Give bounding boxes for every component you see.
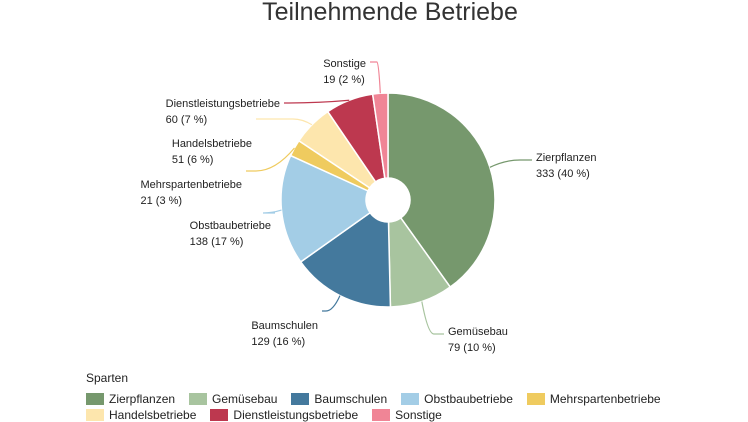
leader-line	[246, 147, 295, 172]
legend-swatch	[86, 393, 104, 405]
slice-label-value: 79 (10 %)	[448, 342, 496, 354]
leader-line	[262, 209, 282, 214]
legend-item[interactable]: Dienstleistungsbetriebe	[210, 408, 358, 422]
leader-line	[256, 118, 313, 126]
legend-swatch	[526, 393, 545, 405]
legend: Sparten Zierpflanzen Gemüsebau Baumschulen…	[86, 371, 746, 422]
legend-swatch	[189, 393, 208, 405]
legend-title: Sparten	[86, 371, 129, 385]
slice-label-name: Gemüsebau	[448, 326, 508, 338]
leader-line	[322, 295, 341, 312]
legend-items: Zierpflanzen Gemüsebau Baumschulen Obstbaub…	[86, 392, 746, 422]
slice-label-name: Handelsbetriebe	[172, 138, 252, 150]
leader-line	[284, 99, 350, 104]
legend-label: Dienstleistungsbetriebe	[233, 408, 359, 422]
slice-label-value: 21 (3 %)	[140, 195, 182, 207]
leader-lines	[246, 61, 532, 335]
chart-title: Teilnehmende Betriebe	[262, 0, 518, 26]
legend-label: Handelsbetriebe	[109, 408, 197, 422]
legend-item[interactable]: Baumschulen	[291, 392, 387, 406]
slice-label-value: 19 (2 %)	[323, 74, 365, 86]
slice-label-name: Mehrspartenbetriebe	[140, 179, 242, 191]
legend-item[interactable]: Sonstige	[372, 408, 442, 422]
legend-label: Baumschulen	[314, 392, 388, 406]
slice-label-value: 129 (16 %)	[251, 336, 305, 348]
slice-label-name: Baumschulen	[251, 320, 318, 332]
legend-swatch	[291, 393, 310, 405]
slice-label-name: Sonstige	[323, 58, 366, 70]
legend-label: Zierpflanzen	[109, 392, 176, 406]
legend-swatch	[210, 409, 229, 421]
legend-swatch	[401, 393, 420, 405]
slice-label-name: Zierpflanzen	[536, 152, 597, 164]
pie-slice-zierpflanzen[interactable]	[387, 92, 496, 289]
legend-item[interactable]: Mehrspartenbetriebe	[526, 392, 661, 406]
leader-line	[421, 301, 444, 335]
legend-item[interactable]: Handelsbetriebe	[86, 408, 196, 422]
slice-label-value: 333 (40 %)	[536, 168, 590, 180]
legend-label: Sonstige	[395, 408, 442, 422]
legend-label: Mehrspartenbetriebe	[549, 392, 661, 406]
pie-slice-baumschulen[interactable]	[299, 211, 392, 308]
legend-item[interactable]: Gemüsebau	[189, 392, 277, 406]
slice-label-value: 60 (7 %)	[166, 114, 208, 126]
legend-swatch	[372, 409, 391, 421]
pie-slice-sonstige[interactable]	[371, 92, 389, 180]
legend-label: Gemüsebau	[212, 392, 278, 406]
slice-labels: Zierpflanzen 333 (40 %) Gemüsebau 79 (10 %)…	[140, 58, 596, 354]
legend-swatch	[86, 409, 104, 421]
legend-item[interactable]: Obstbaubetriebe	[401, 392, 513, 406]
slice-label-value: 51 (6 %)	[172, 154, 214, 166]
legend-item[interactable]: Zierpflanzen	[86, 392, 175, 406]
leader-line	[370, 61, 381, 94]
slice-label-value: 138 (17 %)	[190, 236, 244, 248]
slice-label-name: Dienstleistungsbetriebe	[166, 98, 280, 110]
leader-line	[489, 159, 532, 168]
legend-label: Obstbaubetriebe	[424, 392, 513, 406]
slice-label-name: Obstbaubetriebe	[190, 220, 271, 232]
pie-slices	[280, 92, 496, 308]
